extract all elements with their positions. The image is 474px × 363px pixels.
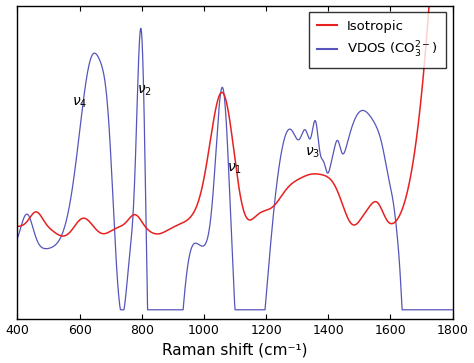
Text: $\nu_1$: $\nu_1$ [227,162,242,176]
Legend: Isotropic, VDOS ($\mathrm{CO_3^{2-}}$): Isotropic, VDOS ($\mathrm{CO_3^{2-}}$) [309,12,446,68]
Text: $\nu_2$: $\nu_2$ [137,83,152,98]
Text: $\nu_4$: $\nu_4$ [72,96,87,110]
X-axis label: Raman shift (cm⁻¹): Raman shift (cm⁻¹) [162,342,308,358]
Text: $\nu_3$: $\nu_3$ [305,146,320,160]
